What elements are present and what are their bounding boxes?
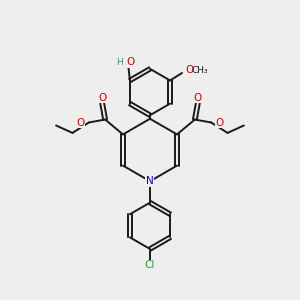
- Text: N: N: [146, 176, 154, 186]
- Text: O: O: [216, 118, 224, 128]
- Text: CH₃: CH₃: [191, 65, 208, 74]
- Text: O: O: [98, 93, 106, 103]
- Text: O: O: [186, 65, 194, 75]
- Text: Cl: Cl: [145, 260, 155, 270]
- Text: H: H: [116, 58, 122, 67]
- Text: O: O: [76, 118, 84, 128]
- Text: O: O: [127, 57, 135, 67]
- Text: O: O: [194, 93, 202, 103]
